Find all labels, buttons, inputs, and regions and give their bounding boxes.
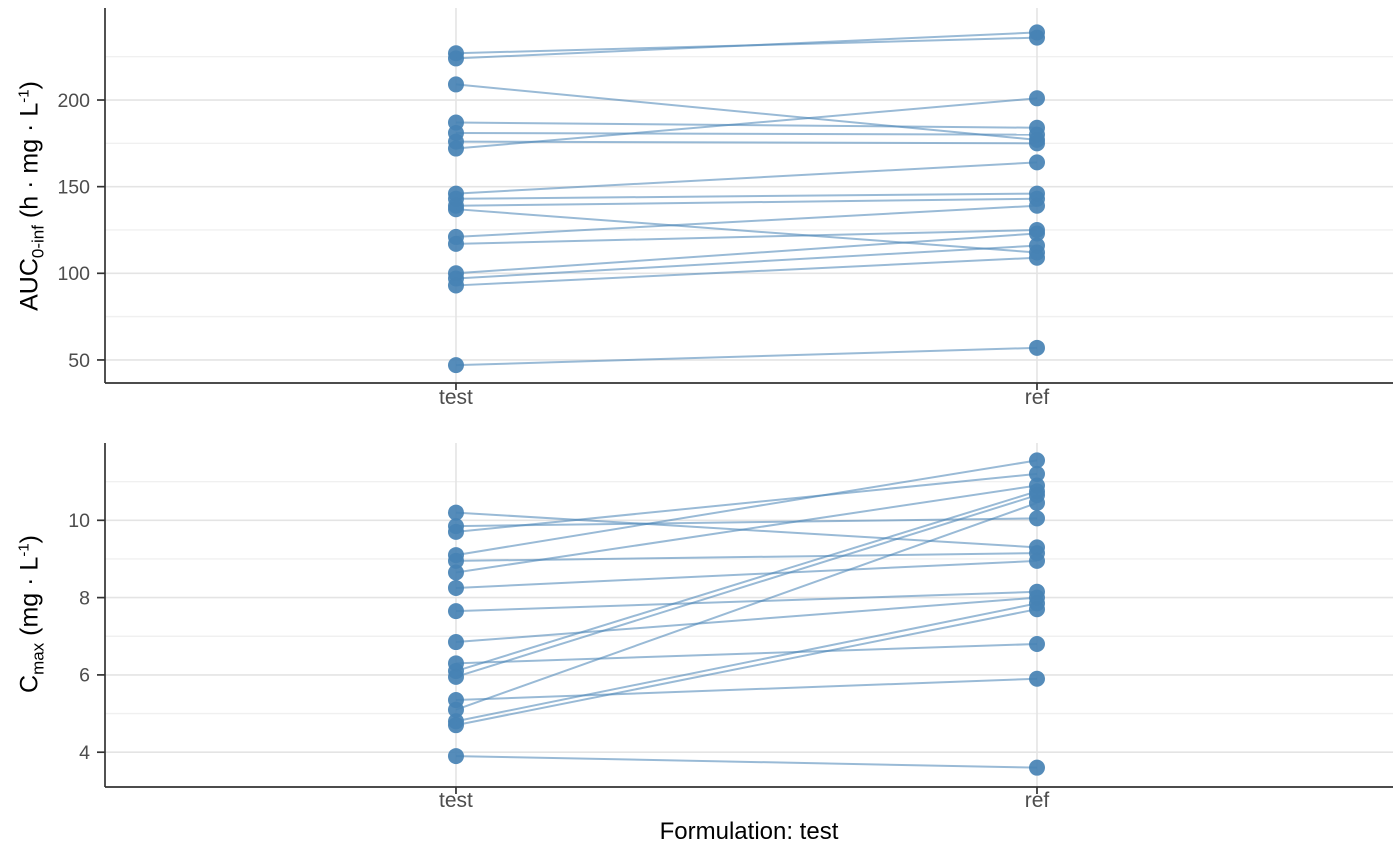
data-point-ref (1028, 601, 1045, 618)
x-tick-label-ref: ref (1025, 789, 1050, 812)
y-axis-title-cmax-superscript: -1 (15, 543, 33, 557)
data-point-ref (1028, 510, 1045, 527)
data-point-test (447, 357, 464, 374)
x-tick-label-ref: ref (1025, 386, 1050, 409)
data-point-test (447, 76, 464, 93)
pair-line (455, 472, 1038, 533)
pair-line (455, 256, 1038, 287)
y-tick-label: 200 (57, 90, 90, 112)
pair-line (455, 501, 1038, 711)
x-tick-label-test: test (439, 789, 473, 812)
y-axis-title-auc: AUC0-inf (h · mg · L-1) (15, 81, 48, 311)
y-tick-label: 150 (57, 176, 90, 198)
pair-line (455, 140, 1037, 145)
pair-line (455, 552, 1038, 562)
y-tick-label: 4 (79, 742, 90, 764)
data-point-ref (1028, 759, 1045, 776)
pair-line (455, 490, 1038, 673)
y-axis-title-auc-units-close: ) (15, 81, 44, 90)
y-tick-label: 10 (68, 510, 90, 532)
y-axis-title-auc-subscript: 0-inf (28, 225, 48, 259)
data-point-ref (1028, 465, 1045, 482)
pair-line (455, 83, 1038, 141)
pair-line (455, 346, 1038, 367)
x-tick-label-test: test (439, 386, 473, 409)
y-axis-title-cmax-main: C (15, 674, 44, 693)
panel-cmax: 4 6 8 10 test ref (68, 443, 1393, 812)
y-tick-label: 6 (79, 665, 90, 687)
pair-line (455, 608, 1038, 727)
data-point-test (447, 564, 464, 581)
data-point-test (447, 579, 464, 596)
data-point-test (447, 552, 464, 569)
y-axis-title-auc-main: AUC (15, 258, 44, 311)
data-point-test (447, 748, 464, 765)
data-point-ref (1028, 197, 1045, 214)
pair-line (455, 559, 1038, 589)
data-point-test (447, 603, 464, 620)
pair-line (455, 755, 1038, 769)
data-point-ref (1028, 154, 1045, 171)
data-point-test (447, 717, 464, 734)
y-axis-title-auc-superscript: -1 (15, 89, 33, 103)
y-axis-title-cmax-units: (mg · L (15, 556, 44, 643)
pair-line (455, 121, 1038, 129)
pair-line (455, 204, 1038, 238)
pair-line (455, 244, 1038, 280)
data-point-ref (1028, 237, 1045, 254)
pair-line (455, 97, 1038, 150)
data-point-ref (1028, 249, 1045, 266)
panel-auc: 50 100 150 200 test ref (57, 8, 1393, 409)
y-tick-label: 8 (79, 587, 90, 609)
pair-line (455, 228, 1038, 245)
pair-line (455, 197, 1038, 207)
pair-line (455, 232, 1038, 275)
pair-line (455, 590, 1038, 613)
data-point-test (447, 277, 464, 294)
data-point-test (447, 523, 464, 540)
data-point-ref (1028, 635, 1045, 652)
pair-line (455, 484, 1038, 574)
pair-line (455, 602, 1038, 723)
data-point-test (447, 634, 464, 651)
y-axis-title-cmax-subscript: max (28, 642, 48, 675)
pair-line (455, 596, 1038, 644)
pair-line (455, 31, 1038, 60)
data-point-ref (1028, 90, 1045, 107)
y-axis-title-cmax-units-close: ) (15, 535, 44, 544)
data-point-ref (1028, 452, 1045, 469)
x-axis-title: Formulation: test (659, 818, 839, 845)
pair-line (455, 677, 1038, 702)
pair-line (455, 131, 1037, 136)
pair-line (455, 161, 1038, 195)
data-point-ref (1028, 494, 1045, 511)
y-axis-title-cmax: Cmax (mg · L-1) (15, 535, 48, 693)
data-point-test (447, 668, 464, 685)
pair-line (455, 517, 1038, 528)
pair-line (455, 208, 1038, 254)
data-point-test (447, 140, 464, 157)
data-point-ref (1028, 670, 1045, 687)
y-tick-label: 100 (57, 263, 90, 285)
pair-line (455, 459, 1038, 557)
pair-line (455, 192, 1038, 200)
data-point-test (447, 201, 464, 218)
data-point-ref (1028, 24, 1045, 41)
data-point-test (447, 701, 464, 718)
pair-line (455, 642, 1038, 665)
data-point-ref (1028, 339, 1045, 356)
pair-line (455, 494, 1038, 678)
data-point-test (447, 504, 464, 521)
data-point-test (447, 50, 464, 67)
data-point-ref (1028, 135, 1045, 152)
data-point-ref (1028, 552, 1045, 569)
data-point-test (447, 235, 464, 252)
data-point-ref (1028, 225, 1045, 242)
y-axis-title-auc-units: (h · mg · L (15, 102, 44, 226)
y-tick-label: 50 (68, 350, 90, 372)
